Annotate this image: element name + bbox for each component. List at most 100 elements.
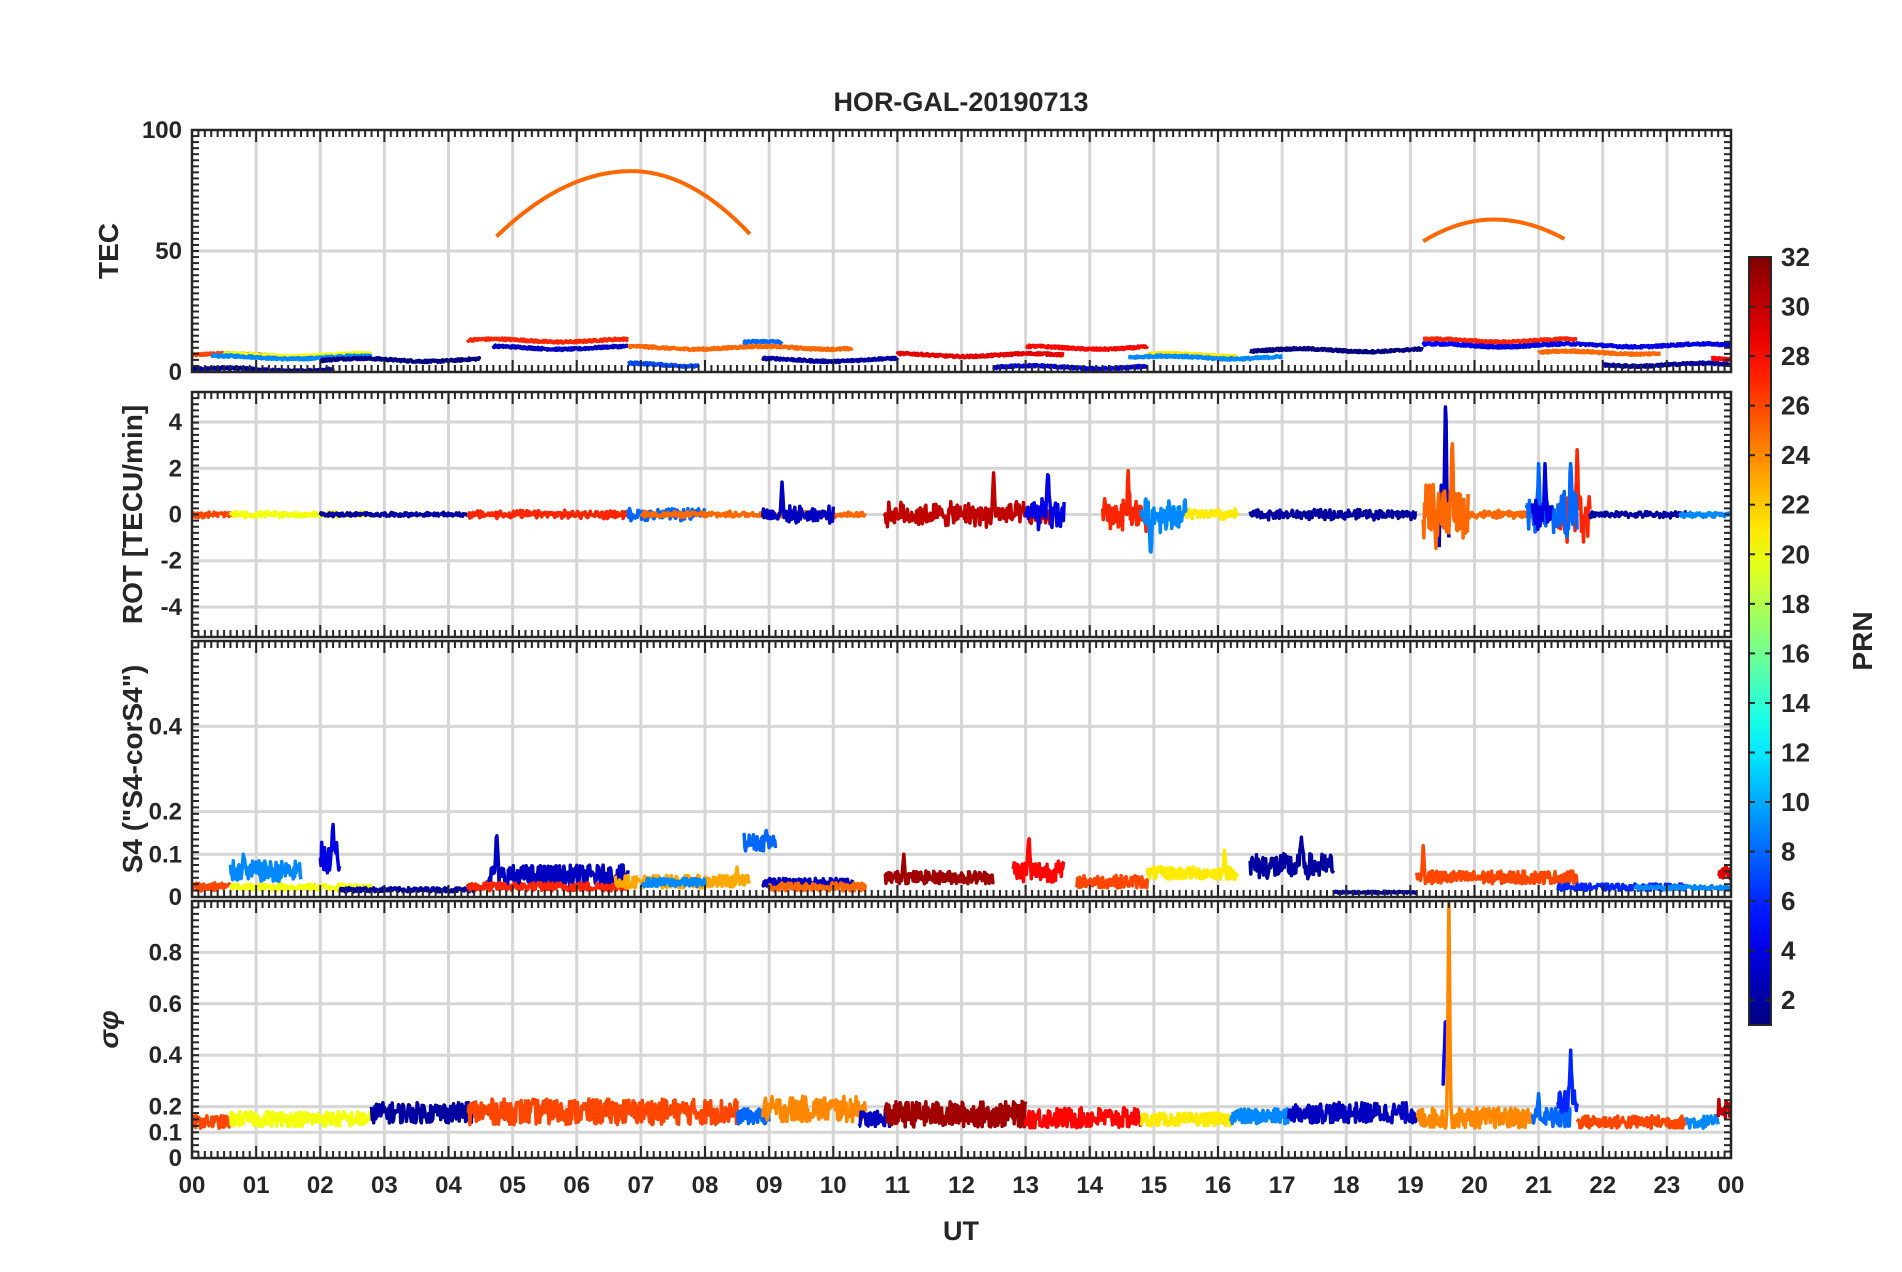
x-tick-label: 12 xyxy=(948,1172,975,1199)
y-axis-label-s4: S4 ("S4-corS4") xyxy=(117,665,148,874)
colorbar-tick-label: 10 xyxy=(1781,787,1810,817)
x-tick-label: 06 xyxy=(563,1172,590,1199)
series-group xyxy=(192,822,1731,896)
x-tick-label: 18 xyxy=(1333,1172,1360,1199)
series-line-prn-30 xyxy=(882,471,1054,529)
series-line-prn-29 xyxy=(895,350,1066,360)
series-line-prn-3 xyxy=(491,343,630,353)
series-line-prn-27 xyxy=(1421,336,1579,345)
series-line-prn-31 xyxy=(883,852,995,886)
x-tick-label: 03 xyxy=(371,1172,398,1199)
series-line-prn-30 xyxy=(1716,1097,1731,1120)
y-tick-label: 0 xyxy=(169,502,182,529)
x-tick-label: 20 xyxy=(1461,1172,1488,1199)
series-line-prn-9 xyxy=(1229,1106,1291,1126)
series-line-prn-9 xyxy=(1678,510,1731,520)
colorbar-tick-label: 12 xyxy=(1781,737,1810,767)
x-tick-label: 23 xyxy=(1654,1172,1681,1199)
colorbar-tick-label: 2 xyxy=(1781,985,1795,1015)
series-group xyxy=(192,169,1731,372)
series-line-prn-3 xyxy=(760,480,836,525)
series-line-prn-3 xyxy=(1286,1100,1419,1125)
series-line-prn-25 xyxy=(767,881,868,893)
panel-tec: 0 50 100 TEC xyxy=(93,117,1733,386)
y-tick-label: 0 xyxy=(169,1145,182,1172)
series-line-prn-9 xyxy=(1139,497,1188,554)
series-line-prn-20 xyxy=(228,882,374,893)
colorbar-tick-label: 6 xyxy=(1781,886,1795,916)
y-tick-label: 0.2 xyxy=(149,799,182,826)
series-line-prn-21 xyxy=(1139,1111,1233,1128)
x-tick-label: 09 xyxy=(756,1172,783,1199)
colorbar-tick-label: 22 xyxy=(1781,490,1810,520)
series-line-prn-2 xyxy=(1248,507,1418,522)
y-tick-label: 100 xyxy=(142,117,182,144)
colorbar-tick-label: 30 xyxy=(1781,292,1810,322)
x-tick-label: 04 xyxy=(435,1172,462,1199)
series-line-prn-8 xyxy=(742,338,784,345)
series-line-prn-24 xyxy=(760,1094,868,1124)
series-line-prn-25 xyxy=(1537,348,1662,357)
y-tick-label: -2 xyxy=(161,548,182,575)
y-tick-label: 2 xyxy=(169,455,182,482)
colorbar-label: PRN xyxy=(1847,611,1878,670)
series-line-prn-26 xyxy=(192,1114,233,1131)
plot-frame xyxy=(190,639,1733,899)
series-line-prn-28 xyxy=(1011,837,1066,884)
series-line-prn-20 xyxy=(228,1109,374,1129)
x-tick-label: 19 xyxy=(1397,1172,1424,1199)
series-line-prn-28 xyxy=(1024,343,1150,352)
y-tick-label: 50 xyxy=(155,238,182,265)
x-tick-label: 01 xyxy=(243,1172,270,1199)
plot-frame xyxy=(190,390,1733,639)
series-line-prn-8 xyxy=(741,828,778,853)
x-tick-labels: 00 01 02 03 04 05 06 07 08 09 10 11 12 13 14 15 16 17 18 19… xyxy=(179,1172,1745,1199)
x-tick-label: 00 xyxy=(1718,1172,1745,1199)
series-line-prn-26 xyxy=(466,1097,739,1127)
colorbar-tick-label: 8 xyxy=(1781,837,1795,867)
series-line-prn-4 xyxy=(1472,341,1731,350)
colorbar-tick-label: 4 xyxy=(1781,936,1796,966)
series-line-prn-1 xyxy=(1248,345,1425,355)
y-tick-label: -4 xyxy=(161,594,183,621)
colorbar-tick-label: 20 xyxy=(1781,539,1810,569)
x-tick-label: 16 xyxy=(1205,1172,1232,1199)
series-line-prn-21 xyxy=(1145,848,1239,882)
colorbar-tick-label: 16 xyxy=(1781,638,1810,668)
series-line-prn-27 xyxy=(465,880,630,893)
x-tick-label: 21 xyxy=(1525,1172,1552,1199)
chart-title: HOR-GAL-20190713 xyxy=(833,87,1088,117)
panel-s4: 0 0.1 0.2 0.4S4 ("S4-corS4") xyxy=(117,639,1733,911)
series-line-prn-25 xyxy=(626,343,854,353)
series-line-prn-9 xyxy=(1684,1113,1720,1130)
y-axis-label-tec: TEC xyxy=(93,223,124,279)
series-line-prn-8 xyxy=(735,1107,771,1126)
x-tick-label: 10 xyxy=(820,1172,847,1199)
series-line-prn-2 xyxy=(338,885,476,894)
series-line-prn-27 xyxy=(465,336,630,345)
x-tick-label: 22 xyxy=(1589,1172,1616,1199)
series-line-prn-9 xyxy=(1126,353,1284,362)
series-line-prn-9 xyxy=(639,876,707,889)
series-line-prn-25 xyxy=(495,169,752,238)
y-tick-label: 0.8 xyxy=(149,939,182,966)
series-line-prn-2 xyxy=(1588,509,1688,520)
x-axis-label: UT xyxy=(943,1216,979,1246)
series-line-prn-2 xyxy=(369,1100,476,1125)
x-tick-label: 11 xyxy=(885,1172,910,1199)
series-line-prn-24 xyxy=(1415,901,1534,1130)
colorbar-tick-label: 18 xyxy=(1781,589,1810,619)
y-tick-label: 0.4 xyxy=(149,1042,183,1069)
series-line-prn-27 xyxy=(466,508,630,521)
series-line-prn-7 xyxy=(626,360,700,369)
x-tick-label: 13 xyxy=(1012,1172,1039,1199)
series-line-prn-28 xyxy=(1023,1105,1143,1130)
colorbar-tick-label: 28 xyxy=(1781,341,1810,371)
series-line-prn-25 xyxy=(1421,217,1566,244)
series-line-prn-31 xyxy=(883,1099,1028,1129)
x-tick-label: 08 xyxy=(692,1172,719,1199)
series-line-prn-2 xyxy=(318,510,470,519)
